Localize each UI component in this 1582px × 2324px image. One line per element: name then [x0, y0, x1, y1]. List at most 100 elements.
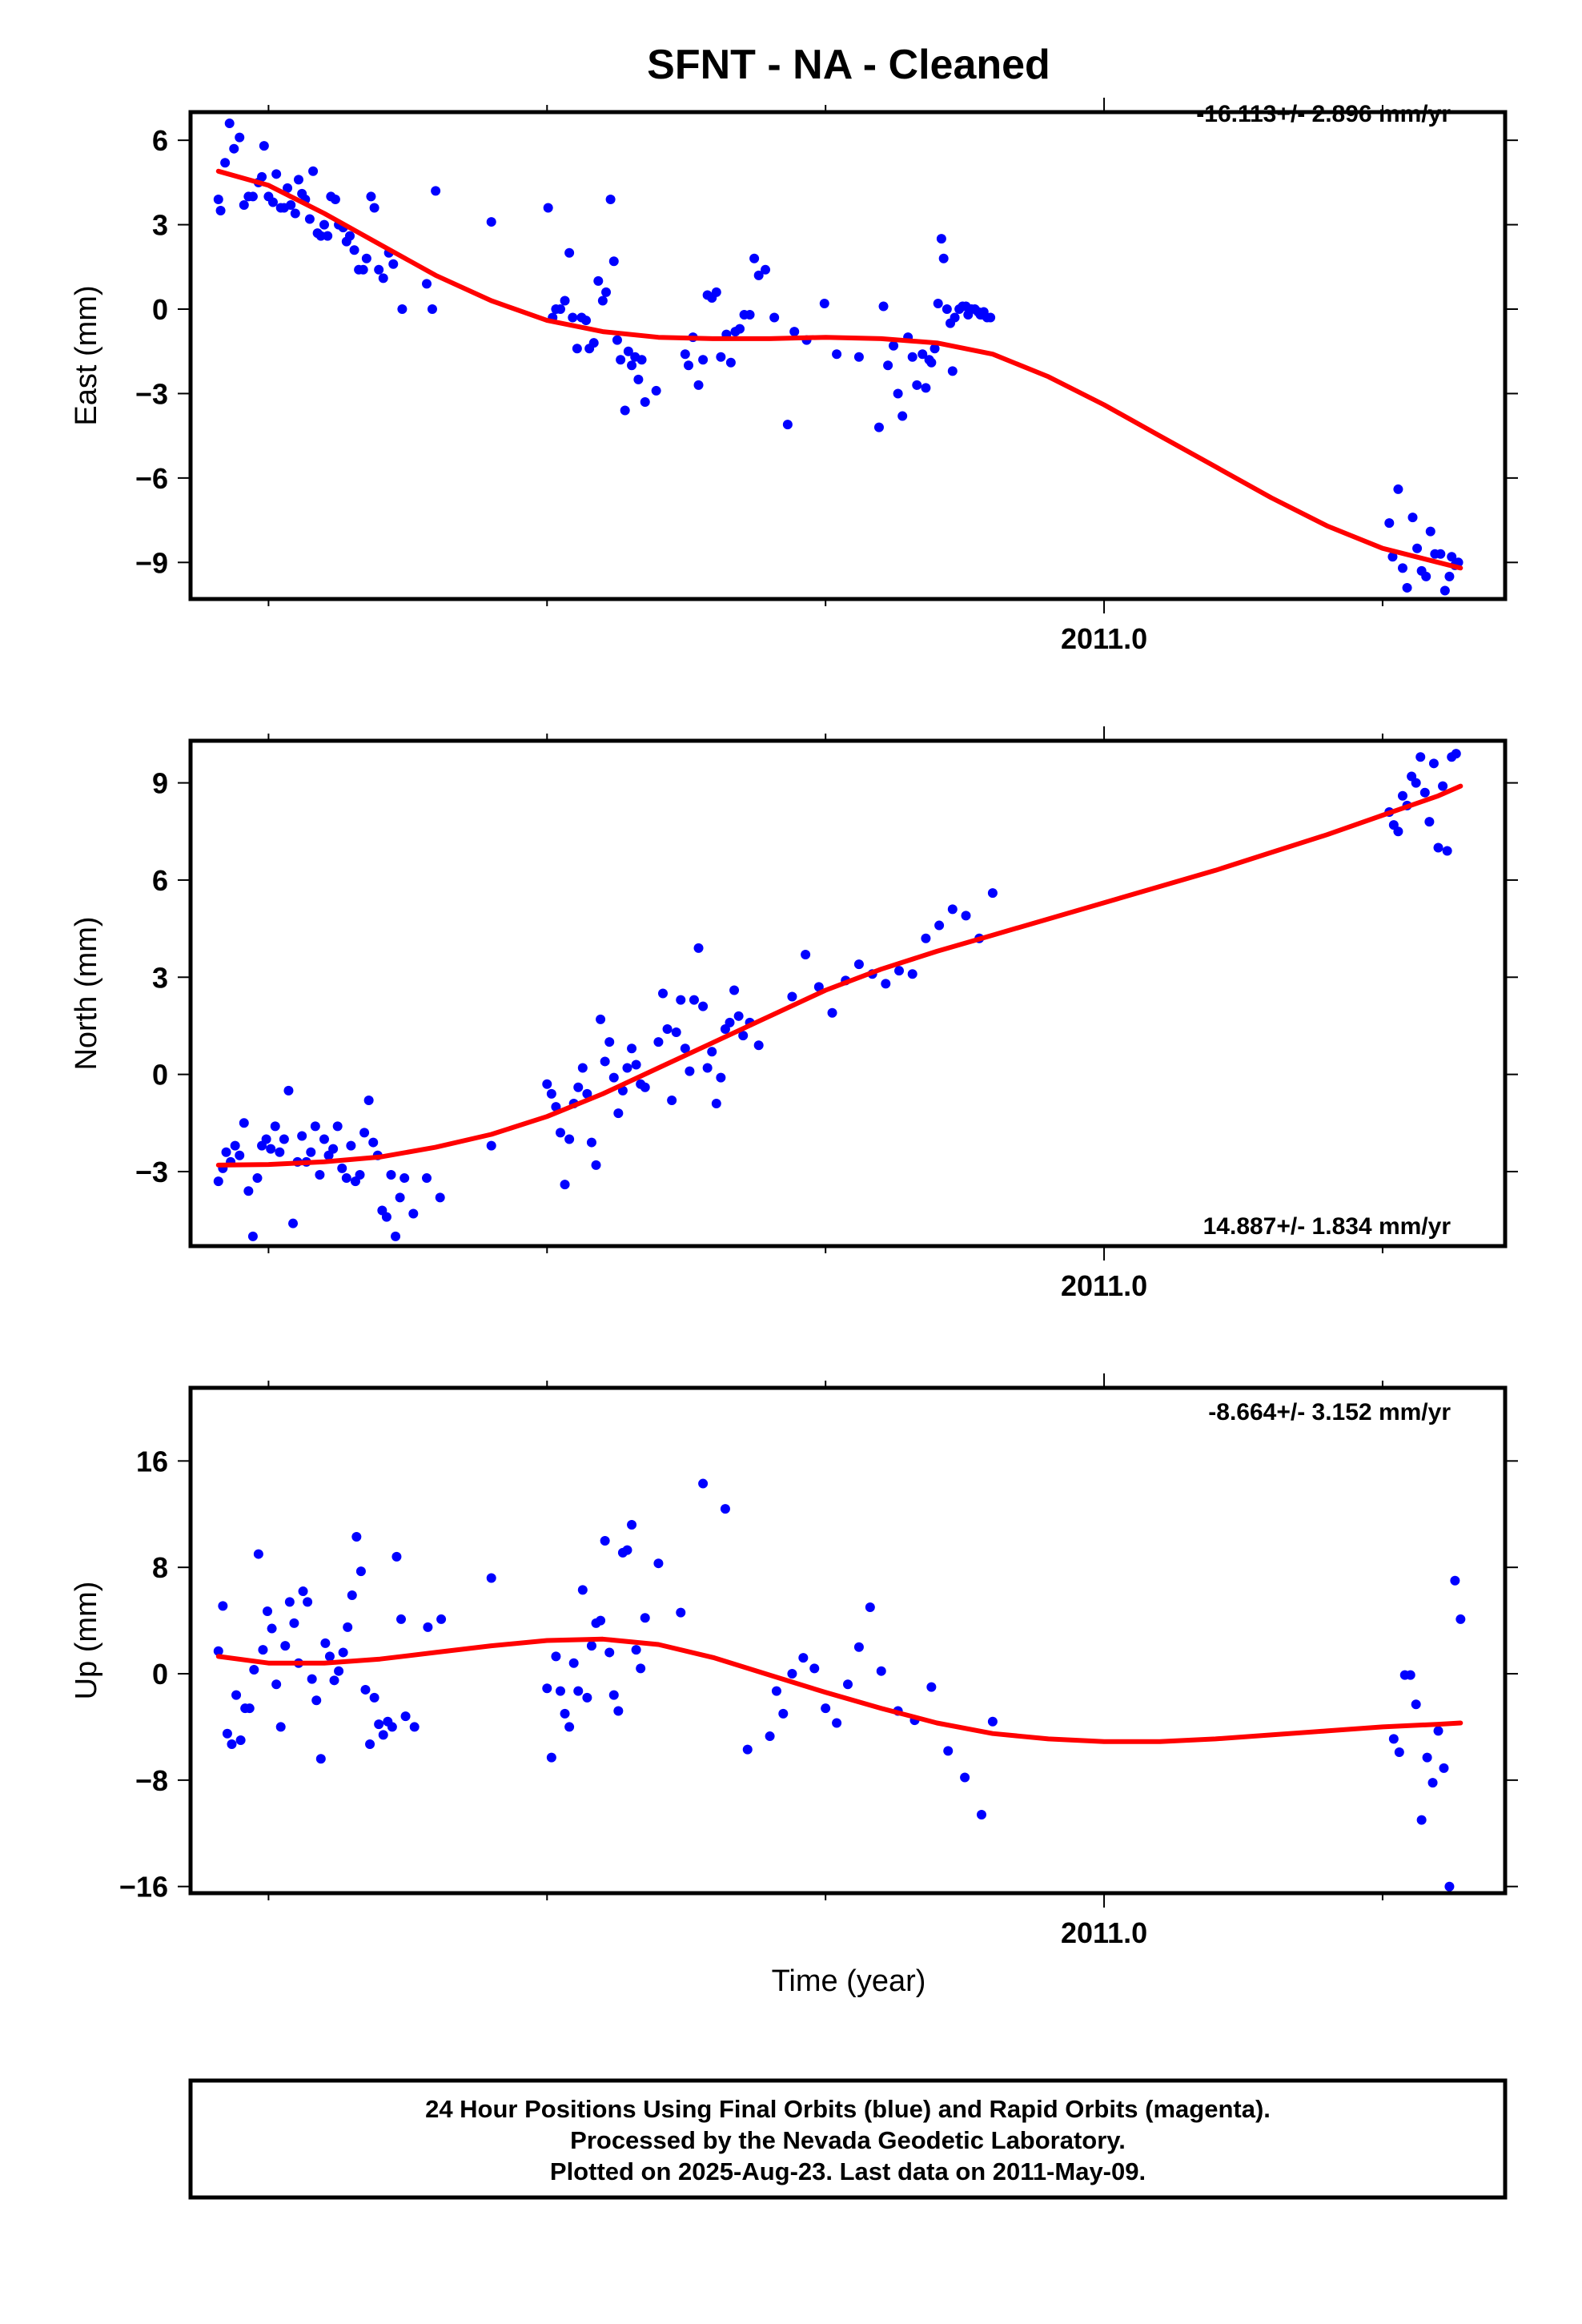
data-point — [397, 304, 408, 315]
data-point — [320, 1638, 331, 1648]
data-point — [1393, 484, 1403, 494]
data-point — [907, 969, 917, 979]
data-point — [1411, 778, 1421, 788]
data-point — [221, 1147, 231, 1157]
data-point — [1444, 571, 1455, 581]
data-point — [435, 1192, 445, 1203]
y-tick-label: 16 — [136, 1445, 168, 1478]
rate-label: -8.664+/- 3.152 mm/yr — [1208, 1399, 1451, 1425]
data-point — [735, 324, 745, 334]
data-point — [564, 247, 575, 258]
data-point — [878, 301, 889, 312]
data-point — [577, 1585, 588, 1595]
data-point — [486, 1573, 496, 1583]
data-point — [564, 1722, 575, 1732]
data-point — [279, 1134, 289, 1144]
data-point — [987, 1716, 998, 1727]
data-point — [608, 256, 619, 267]
data-point — [1428, 758, 1439, 769]
data-point — [431, 186, 441, 196]
y-tick-label: 0 — [152, 1658, 168, 1691]
data-point — [290, 208, 300, 219]
data-point — [298, 1586, 308, 1597]
data-point — [753, 270, 764, 280]
data-point — [235, 1735, 246, 1746]
data-point — [244, 1703, 255, 1714]
data-point — [1424, 817, 1435, 827]
y-tick-label: 8 — [152, 1551, 168, 1584]
data-point — [961, 911, 971, 921]
data-point — [680, 1043, 690, 1054]
data-point — [680, 349, 690, 360]
data-point — [213, 1176, 223, 1187]
data-point — [738, 1031, 749, 1041]
data-point — [568, 1658, 579, 1668]
data-point — [213, 194, 223, 204]
data-point — [1439, 585, 1450, 596]
data-point — [355, 1170, 365, 1180]
data-point — [821, 1703, 831, 1714]
data-point — [613, 1706, 624, 1716]
data-point — [1405, 1670, 1415, 1680]
data-point — [633, 374, 644, 384]
data-point — [551, 1651, 561, 1662]
data-point — [306, 1147, 316, 1157]
data-point — [387, 1722, 397, 1732]
data-point — [605, 194, 616, 204]
data-point — [267, 197, 278, 207]
data-point — [1411, 1699, 1421, 1710]
data-point — [631, 1645, 641, 1655]
data-point — [577, 1063, 588, 1073]
data-point — [1412, 543, 1423, 553]
data-point — [231, 1690, 242, 1700]
data-point — [707, 1047, 717, 1057]
data-point — [486, 1140, 496, 1151]
data-point — [930, 344, 940, 354]
data-point — [987, 888, 998, 899]
data-point — [1438, 781, 1448, 791]
data-point — [422, 1173, 432, 1184]
data-point — [315, 1754, 326, 1764]
x-tick-label: 2011.0 — [1061, 622, 1147, 655]
data-point — [360, 1684, 371, 1695]
data-point — [258, 1645, 268, 1655]
data-point — [361, 253, 371, 263]
data-point — [883, 360, 893, 371]
data-point — [782, 420, 793, 430]
data-point — [753, 1040, 764, 1051]
data-point — [1442, 846, 1452, 856]
data-point — [651, 385, 661, 396]
data-point — [546, 1752, 556, 1763]
data-point — [343, 1622, 353, 1632]
east-panel: 2011.0 6 3 0 −3 −6 −9 East (mm) -16.113+/- 2.896… — [70, 98, 1518, 655]
data-point — [947, 366, 958, 376]
data-point — [249, 1665, 259, 1675]
data-point — [623, 346, 633, 356]
data-point — [1444, 1881, 1455, 1892]
data-point — [733, 1011, 744, 1021]
data-point — [853, 352, 864, 362]
data-point — [338, 1647, 348, 1658]
data-point — [769, 312, 780, 323]
x-tick-label: 2011.0 — [1061, 1916, 1147, 1949]
data-point — [330, 194, 340, 204]
data-point — [580, 316, 591, 326]
y-tick-label: 6 — [152, 124, 168, 157]
data-point — [832, 1718, 842, 1728]
data-point — [355, 1566, 366, 1577]
plot-frame — [188, 738, 1508, 1248]
y-tick-label: −3 — [135, 1156, 168, 1188]
data-point — [369, 203, 379, 213]
data-point — [745, 310, 755, 320]
data-point — [366, 191, 376, 202]
data-point — [789, 327, 800, 337]
data-point — [711, 1099, 721, 1109]
data-point — [582, 1692, 592, 1703]
data-point — [608, 1690, 619, 1700]
data-point — [685, 1066, 695, 1076]
data-point — [853, 959, 864, 970]
data-point — [604, 1037, 615, 1047]
data-point — [907, 352, 917, 362]
rate-label: 14.887+/- 1.834 mm/yr — [1203, 1213, 1452, 1240]
data-point — [324, 1651, 335, 1662]
